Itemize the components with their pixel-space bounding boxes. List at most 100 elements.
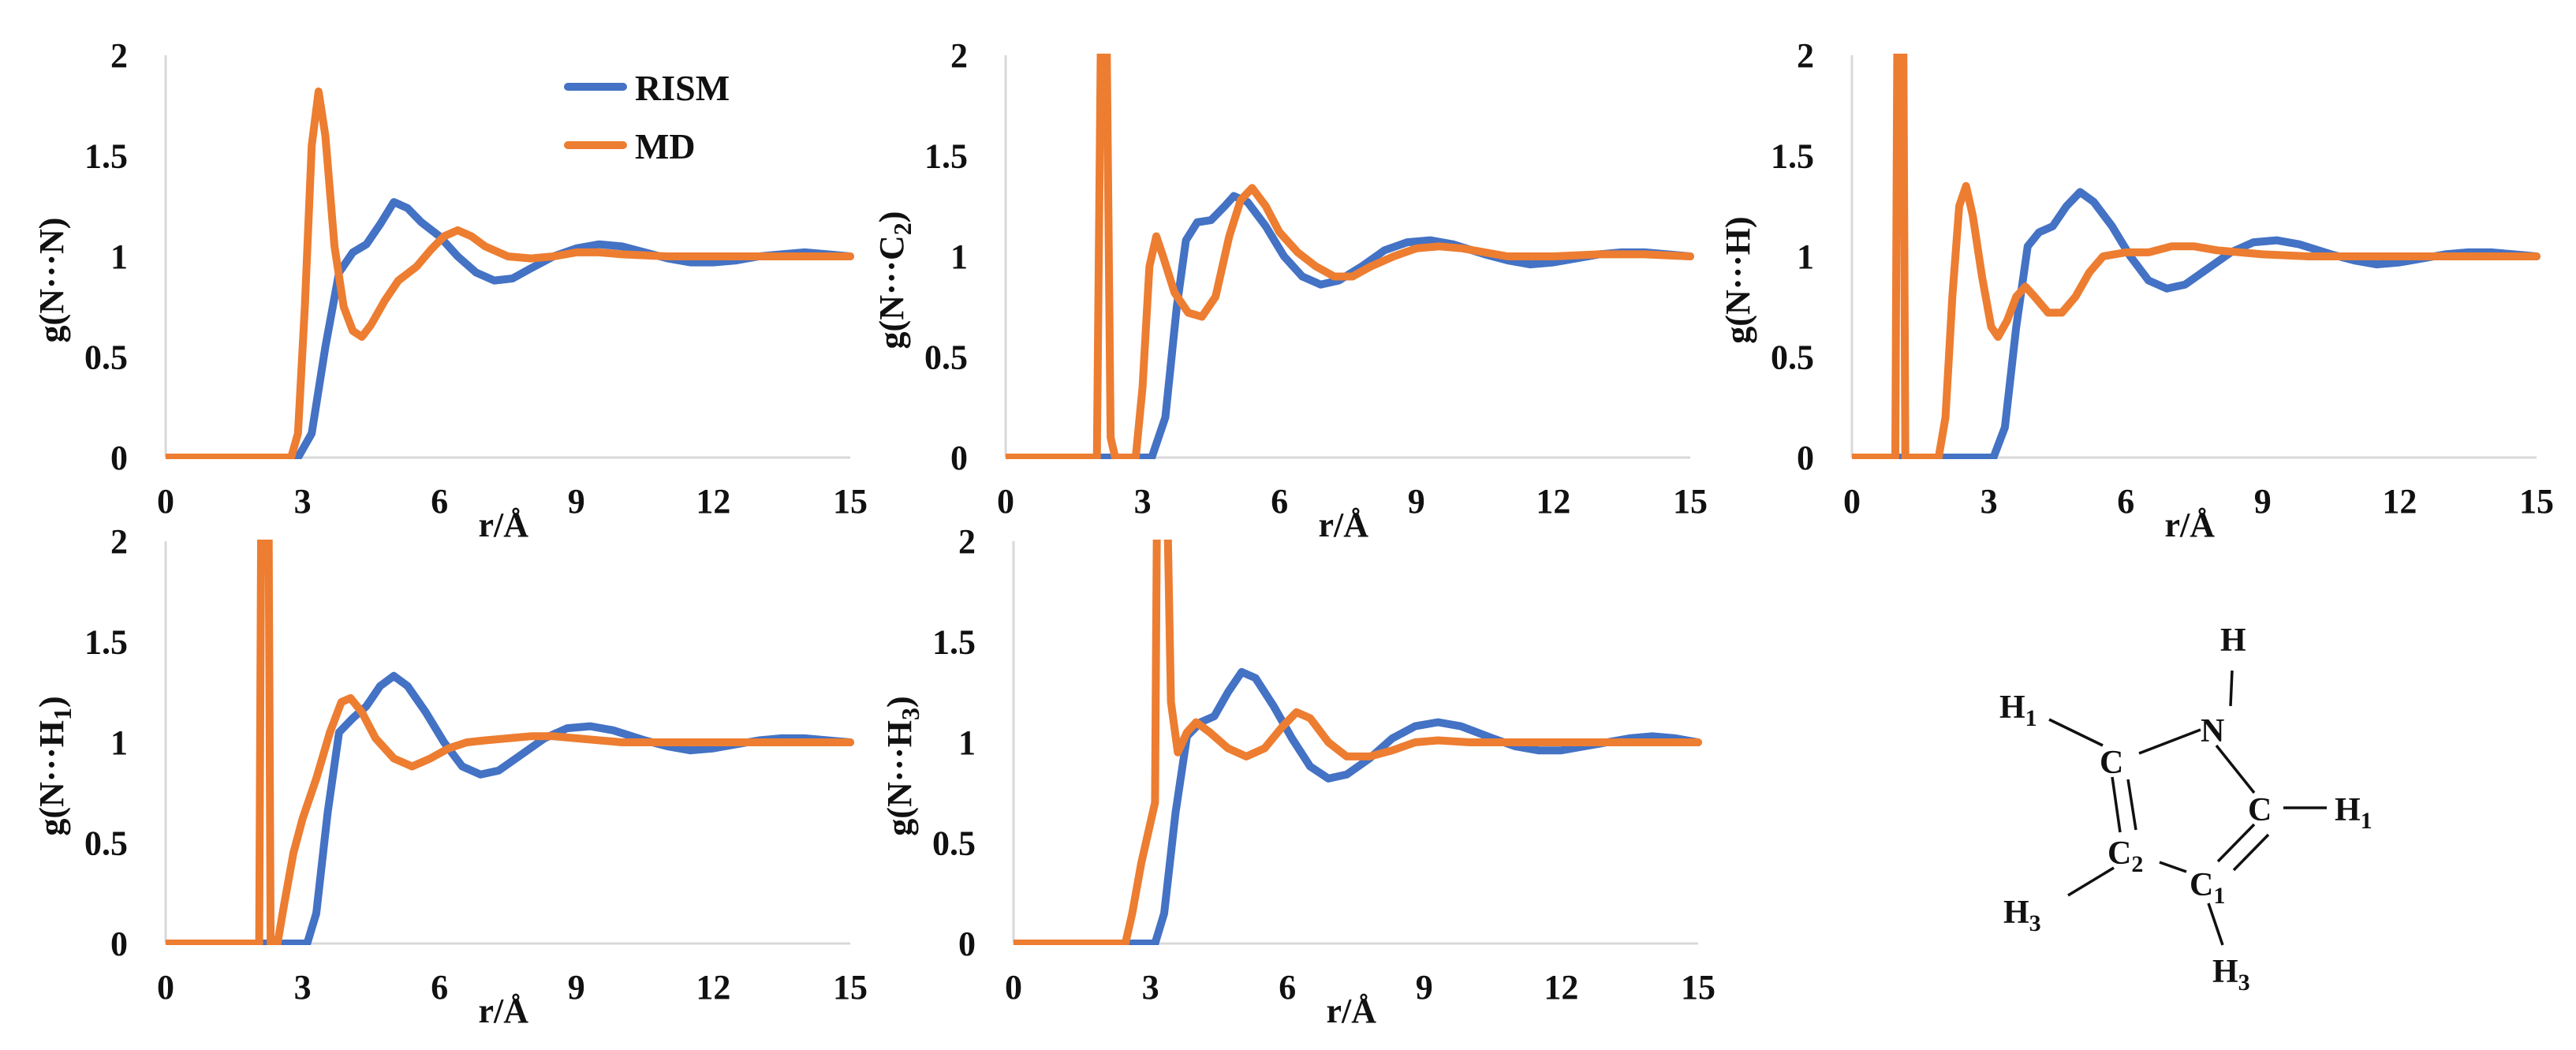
y-axis-label-part: N) [32,218,71,254]
y-tick-label: 0 [1797,439,1814,477]
x-tick-label: 15 [833,968,868,1007]
y-axis-label-part: ··· [32,747,71,782]
x-tick-label: 3 [1134,482,1152,521]
legend-label-rism: RISM [635,68,730,108]
atom-c1-main: C [2190,867,2213,903]
y-axis-label-subscript: 1 [48,708,77,720]
y-axis-label-part: ··· [1719,255,1757,290]
series-line-md [166,540,854,945]
y-axis-label-part: H [32,720,71,747]
y-axis-label-part: H [880,720,919,747]
x-tick-label: 3 [1981,482,1998,521]
y-axis-label: g(N···C2) [872,211,917,349]
x-tick-label: 9 [568,482,585,521]
bond-c-left-c2 [2111,776,2122,833]
bond-c-left-h1 [2048,718,2104,747]
bond-n-c-right [2215,744,2256,794]
y-tick-label: 1 [950,237,968,276]
x-tick-label: 15 [833,482,868,521]
bond-c-left-c2-double [2126,779,2137,831]
x-tick-label: 15 [1681,968,1715,1007]
y-tick-label: 0.5 [1771,338,1814,377]
y-tick-label: 1.5 [1771,137,1814,176]
atom-h3-bottom-sub: 3 [2238,970,2250,996]
y-tick-label: 0.5 [932,824,976,863]
y-axis-label-part: ··· [32,254,71,289]
y-axis-label-part: g(N [880,782,919,836]
panel-g-n-h1: 00.511.520 3 6 9 12 15r/Åg(N···H1) [32,522,868,1030]
x-tick-label: 12 [2382,482,2417,521]
atom-c2-main: C [2107,835,2131,872]
atom-h3-left: H3 [2003,895,2041,936]
x-tick-label: 6 [2117,482,2134,521]
legend-label-md: MD [635,126,696,166]
y-tick-label: 1.5 [924,137,968,176]
legend: RISM MD [564,68,730,166]
atom-h1-left-sub: 1 [2025,705,2037,731]
atom-h3-left-main: H [2003,895,2029,931]
x-tick-label: 0 [157,968,174,1007]
x-tick-label: 12 [1536,482,1570,521]
x-axis-label: r/Å [1318,506,1368,544]
x-tick-label: 0 [997,482,1014,521]
y-tick-label: 1.5 [84,137,128,176]
y-axis-label-part: g(N [32,782,71,836]
bond-c-right-c1-double [2232,833,2270,872]
y-tick-label: 2 [950,36,968,75]
atom-h3-bottom: H3 [2212,954,2250,996]
y-tick-label: 2 [958,522,976,561]
panel-g-n-h3: 00.511.520 3 6 9 12 15r/Åg(N···H3) [880,522,1715,1030]
atom-n: N [2201,713,2224,749]
x-tick-label: 6 [1271,482,1288,521]
y-tick-label: 1.5 [932,623,976,662]
y-axis-label-part: H) [1719,216,1757,255]
y-tick-label: 1 [958,723,976,762]
series-line-md [166,87,854,459]
x-tick-label: 6 [1279,968,1296,1007]
y-axis-label-subscript: 2 [888,222,917,235]
x-tick-label: 3 [294,968,312,1007]
atom-h1-right: H1 [2335,792,2373,834]
y-tick-label: 0 [110,925,128,963]
atom-c2: C2 [2107,835,2143,877]
x-tick-label: 6 [431,482,448,521]
series-line-rism [166,198,854,459]
atom-h-top: H [2220,622,2246,659]
y-tick-label: 1 [1797,237,1814,276]
y-axis-label: g(N···H) [1719,216,1757,343]
panel-g-n-n: 0 0.5 1 1.5 2 0 3 6 9 12 15 r/Å g(N···N) [32,36,868,544]
y-tick-label: 0 [110,439,128,477]
y-tick-label: 1 [110,237,128,276]
y-tick-label: 1 [110,723,128,762]
x-tick-label: 3 [1142,968,1159,1007]
y-tick-label: 2 [110,36,128,75]
y-axis-label-part: ) [32,696,71,708]
x-axis-label: r/Å [2164,506,2215,544]
x-tick-label: 9 [2254,482,2272,521]
y-tick-label: 0 [950,439,968,477]
atom-c-right: C [2248,792,2272,828]
panel-g-n-h: 0 0.5 1 1.5 2 0 3 6 9 12 15 r/Å g(N···H) [1719,36,2554,544]
y-axis-label-part: ) [880,696,919,708]
y-tick-label: 0.5 [924,338,968,377]
atom-h1-right-sub: 1 [2361,808,2373,834]
y-tick-label: 2 [1797,36,1814,75]
y-axis-label-part: ) [872,211,911,223]
y-axis-label-part: ··· [872,260,911,295]
y-axis-label-part: g(N [872,295,911,349]
y-axis-label-part: g(N [32,289,71,343]
y-tick-label: 2 [110,522,128,561]
y-axis-label-part: C [872,235,911,260]
x-tick-label: 15 [2519,482,2554,521]
atom-h1-left: H1 [1999,689,2037,731]
panel-g-n-c2: 00.511.520 3 6 9 12 15r/Åg(N···C2) [872,36,1708,544]
x-tick-label: 9 [1416,968,1433,1007]
bond-n-h [2229,670,2234,707]
series-line-md [1852,54,2541,459]
x-tick-label: 12 [696,482,730,521]
x-tick-label: 0 [157,482,174,521]
atom-c1-sub: 1 [2213,883,2225,909]
x-tick-label: 6 [431,968,448,1007]
x-tick-label: 9 [1408,482,1425,521]
